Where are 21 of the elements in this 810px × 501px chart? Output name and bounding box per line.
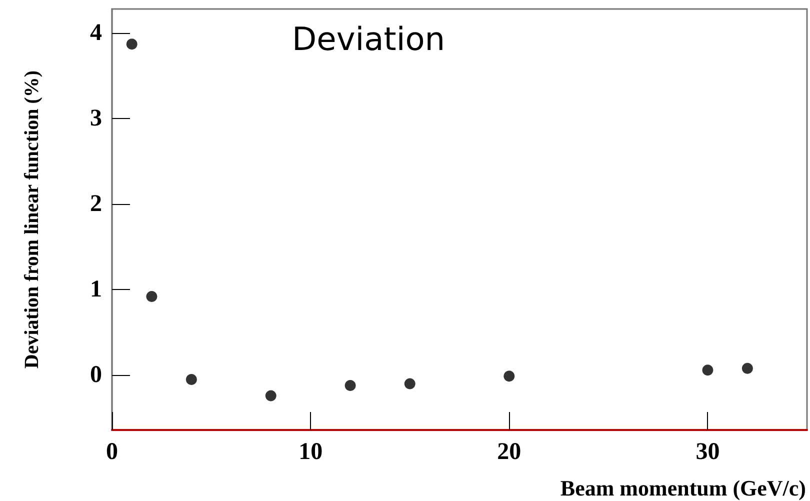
point [265,390,276,402]
point [344,380,356,391]
x-tick-label: 0 [106,439,118,465]
y-tick-label: 0 [90,362,102,388]
point [742,362,753,374]
x-axis-title: Beam momentum (GeV/c) [560,476,806,500]
point [504,370,515,382]
y-tick-label: 3 [90,106,102,132]
chart-title: Deviation [292,20,446,58]
point [404,378,416,390]
point [702,364,714,376]
x-tick-label: 20 [497,439,522,465]
x-tick-label: 30 [696,439,720,465]
point [126,38,138,50]
y-tick-label: 2 [90,191,102,218]
point [146,291,158,302]
point [186,374,197,386]
y-tick-label: 1 [90,276,102,303]
y-axis-title: Deviation from linear function (%) [21,70,43,369]
y-tick-label: 4 [90,20,102,46]
x-tick-label: 10 [298,439,323,465]
